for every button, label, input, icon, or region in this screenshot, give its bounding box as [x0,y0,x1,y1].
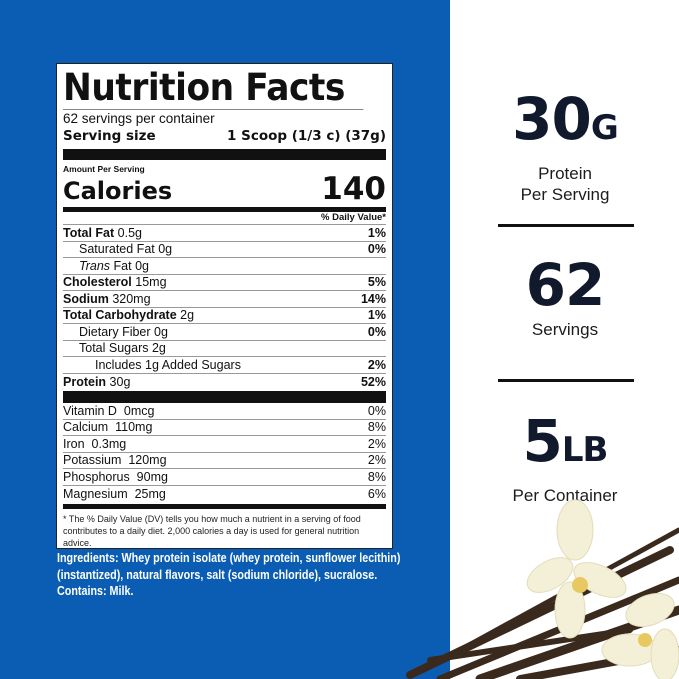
vanilla-flowers-image [406,499,679,679]
nutrient-amount: 15mg [135,275,167,289]
nutrient-name: Protein [63,375,107,389]
stat-caption: Per Container [512,486,618,505]
nutrient-row: Protein 30g 52% [63,374,386,391]
micronutrient-amount: 110mg [115,420,153,434]
micronutrient-dv: 0% [367,403,386,418]
nutrient-row: Total Fat 0.5g 1% [63,225,386,242]
divider-line [498,224,634,227]
nutrient-row: Total Sugars 2g [63,341,386,357]
micronutrient-amount: 0.3mg [91,436,127,451]
serving-size-value: 1 Scoop (1/3 c) (37g) [227,128,386,144]
micronutrient-row: Phosphorus 90mg 8% [63,469,386,486]
micronutrient-amount: 0mcg [123,403,155,418]
calories-row: Calories 140 [63,171,386,207]
micronutrient-row: Vitamin D 0mcg 0% [63,403,386,420]
medium-divider [63,207,386,212]
nutrient-dv: 0% [367,242,386,256]
servings-per-container: 62 servings per container [63,111,215,126]
nutrient-dv: 1% [367,308,386,322]
nutrient-amount: 0g [154,324,168,339]
nutrient-name-suffix: Fat [113,258,132,273]
nutrient-amount: 2g [180,308,195,322]
stat-container: 5LB Per Container [470,410,660,506]
stat-value: 62 [525,251,606,319]
micronutrient-name: Calcium [63,420,109,434]
nutrient-row: Trans Fat 0g [63,258,386,275]
footnote: * The % Daily Value (DV) tells you how m… [63,514,361,548]
serving-size-label: Serving size [63,128,156,144]
stat-caption: Per Serving [520,185,610,204]
nutrient-amount: 0g [135,258,149,273]
nutrient-name: Dietary Fiber [79,324,151,339]
micronutrient-dv: 8% [367,420,386,434]
ingredients-text: Ingredients: Whey protein isolate (whey … [57,551,401,582]
micronutrient-amount: 120mg [128,453,167,467]
nutrient-name: Trans [79,258,111,273]
calories-value: 140 [321,171,386,207]
micronutrient-amount: 25mg [134,487,166,501]
label-title: Nutrition Facts [63,66,364,110]
serving-size-row: Serving size 1 Scoop (1/3 c) (37g) [63,127,386,145]
calories-label: Calories [63,177,173,205]
allergen-text: Contains: Milk. [57,584,134,598]
nutrient-name: Sodium [63,291,109,306]
nutrient-name: Saturated Fat [79,242,155,256]
nutrient-dv: 52% [360,375,386,389]
thick-divider [63,391,386,403]
nutrient-name: Total Carbohydrate [63,308,177,322]
micronutrient-dv: 8% [367,469,386,484]
nutrient-dv: 1% [367,225,386,240]
stat-servings: 62 Servings [470,254,660,340]
nutrient-row: Saturated Fat 0g 0% [63,242,386,258]
amount-per-serving: Amount Per Serving [63,164,145,174]
micronutrient-row: Iron 0.3mg 2% [63,436,386,453]
stat-value: 5 [522,407,563,475]
stat-value: 30 [512,85,592,153]
medium-divider [63,504,386,509]
stat-caption: Servings [531,320,599,339]
dv-header-text: % Daily Value* [321,212,386,223]
stat-caption: Protein [538,164,592,183]
nutrient-row: Cholesterol 15mg 5% [63,275,386,291]
thick-divider [63,149,386,160]
nutrient-name: Total Fat [63,225,115,240]
nutrient-amount: 30g [109,375,131,389]
nutrient-row: Dietary Fiber 0g 0% [63,324,386,341]
micronutrient-amount: 90mg [136,469,168,484]
nutrient-amount: 0g [158,242,173,256]
nutrient-row: Sodium 320mg 14% [63,291,386,308]
micronutrient-name: Magnesium [63,487,128,501]
micronutrient-name: Iron [63,436,85,451]
micronutrient-name: Potassium [63,453,122,467]
micronutrient-row: Magnesium 25mg 6% [63,486,386,503]
nutrition-facts-label: Nutrition Facts 62 servings per containe… [56,63,393,549]
nutrient-amount: 0.5g [117,225,142,240]
nutrient-dv: 5% [367,275,386,289]
daily-value-header: % Daily Value* [63,212,386,225]
nutrient-name: Total Sugars [79,341,149,355]
micronutrient-dv: 6% [367,487,386,501]
nutrient-dv: 2% [367,357,386,372]
nutrient-dv: 14% [360,291,386,306]
nutrient-amount: 2g [151,341,166,355]
nutrient-row: Includes 1g Added Sugars 2% [63,357,386,374]
nutrient-row: Total Carbohydrate 2g 1% [63,308,386,324]
micronutrient-row: Potassium 120mg 2% [63,453,386,469]
nutrient-dv: 0% [367,324,386,339]
nutrient-amount: 320mg [112,291,151,306]
micronutrient-dv: 2% [367,453,386,467]
stat-unit: LB [561,430,609,470]
nutrient-name: Includes 1g Added Sugars [95,357,241,372]
micronutrient-name: Phosphorus [63,469,130,484]
nutrient-name: Cholesterol [63,275,132,289]
micronutrient-row: Calcium 110mg 8% [63,420,386,436]
divider-line [498,379,634,382]
stat-protein: 30G Protein Per Serving [470,88,660,205]
micronutrient-name: Vitamin D [63,403,117,418]
stat-unit: G [590,108,619,148]
micronutrient-dv: 2% [367,436,386,451]
